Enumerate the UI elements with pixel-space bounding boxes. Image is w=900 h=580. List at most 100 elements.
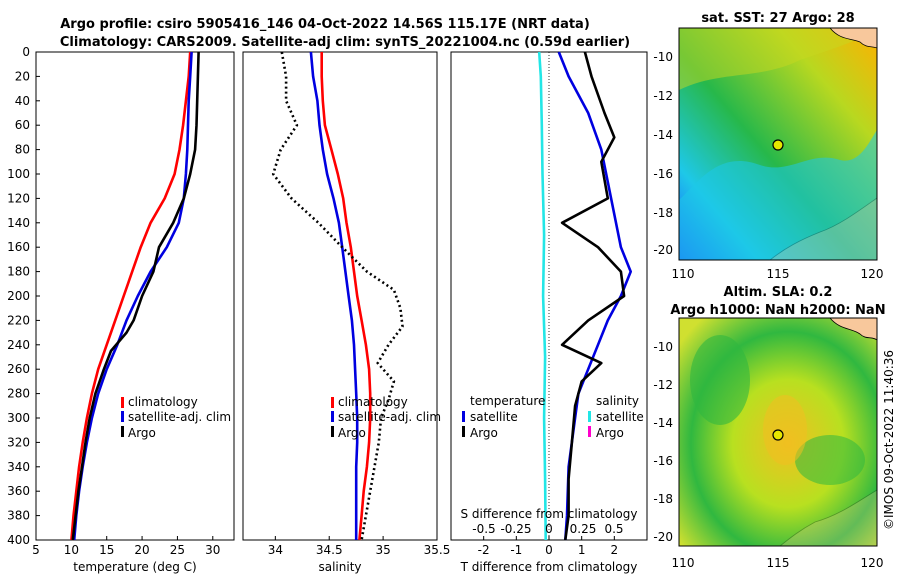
sst-warm-patch xyxy=(679,28,877,90)
depth-tick-label: 80 xyxy=(15,143,30,157)
lon-tick-label: 115 xyxy=(767,556,790,570)
legend-title-salinity: salinity xyxy=(596,394,639,408)
lon-tick-label: 115 xyxy=(767,267,790,281)
x-tick-label: 34.5 xyxy=(316,543,343,557)
depth-tick-label: 120 xyxy=(7,191,30,205)
series-line-s-satellite xyxy=(537,51,547,541)
legend-label-s-satellite: satellite xyxy=(596,410,644,424)
x-tick-label: 2 xyxy=(611,543,619,557)
s-tick-label: 0.25 xyxy=(570,522,597,536)
legend-swatch-satellite xyxy=(331,411,334,422)
legend-swatch-argo xyxy=(331,426,334,437)
lat-tick-label: -20 xyxy=(653,530,673,544)
depth-tick-label: 20 xyxy=(15,69,30,83)
depth-tick-label: 0 xyxy=(22,45,30,59)
sst-land xyxy=(829,27,878,49)
series-line-argo xyxy=(271,51,404,541)
legend-swatch-argo xyxy=(121,426,124,437)
title-line2: Climatology: CARS2009. Satellite-adj cli… xyxy=(60,35,630,50)
sst-xticks: 110 115 120 xyxy=(672,267,884,281)
depth-tick-label: 180 xyxy=(7,265,30,279)
legend-label-argo: Argo xyxy=(338,426,366,440)
x-tick-label: 0 xyxy=(545,543,553,557)
depth-tick-label: 40 xyxy=(15,94,30,108)
sla-yticks: -10 -12 -14 -16 -18 -20 xyxy=(653,340,673,544)
legend-label-s-argo: Argo xyxy=(596,426,624,440)
sst-map-panel: sat. SST: 27 Argo: 28 -10 -12 -14 -16 -1… xyxy=(653,11,883,281)
depth-tick-label: 300 xyxy=(7,411,30,425)
x-tick-label: 25 xyxy=(170,543,185,557)
salinity-axes-frame xyxy=(242,51,438,541)
legend-swatch-s-satellite xyxy=(588,411,591,422)
depth-tick-label: 160 xyxy=(7,240,30,254)
depth-tick-label: 60 xyxy=(15,118,30,132)
sla-map-frame xyxy=(678,317,878,547)
x-tick-label: 1 xyxy=(578,543,586,557)
sst-map-title: sat. SST: 27 Argo: 28 xyxy=(701,11,854,26)
legend-swatch-s-argo xyxy=(588,426,591,437)
sst-coastline xyxy=(768,197,878,261)
difference-secondary-ticks: -0.5 -0.25 0 0.25 0.5 xyxy=(472,522,623,536)
x-tick-label: 10 xyxy=(64,543,79,557)
x-tick-label: -2 xyxy=(478,543,490,557)
sla-high-patch xyxy=(763,395,807,465)
difference-panel: -2 -1 0 1 2 T difference from climatology S … xyxy=(450,51,648,574)
sst-argo-marker xyxy=(772,139,784,151)
legend-label-t-satellite: satellite xyxy=(470,410,518,424)
sla-land xyxy=(829,317,878,341)
depth-axis: 0 20 40 60 80 100 120 140 160 180 200 220 240 260 280 3… xyxy=(7,45,40,547)
series-line-climatology xyxy=(70,51,192,541)
depth-tick-label: 220 xyxy=(7,313,30,327)
s-tick-label: 0 xyxy=(545,522,553,536)
sst-map-frame xyxy=(678,27,878,261)
x-tick-label: 35.5 xyxy=(424,543,451,557)
sla-map-panel: Altim. SLA: 0.2 Argo h1000: NaN h2000: N… xyxy=(653,285,885,570)
series-line-t-argo xyxy=(560,51,626,541)
depth-tick-label: 360 xyxy=(7,484,30,498)
x-tick-label: 35 xyxy=(375,543,390,557)
title-line1: Argo profile: csiro 5905416_146 04-Oct-2… xyxy=(60,17,590,32)
legend-label-climatology: climatology xyxy=(338,395,408,409)
depth-tick-label: 280 xyxy=(7,387,30,401)
x-tick-label: 15 xyxy=(99,543,114,557)
sla-argo-marker xyxy=(772,429,784,441)
s-tick-label: -0.5 xyxy=(472,522,495,536)
s-tick-label: 0.5 xyxy=(604,522,623,536)
x-tick-label: -1 xyxy=(510,543,522,557)
lat-tick-label: -14 xyxy=(653,416,673,430)
depth-tick-label: 100 xyxy=(7,167,30,181)
lat-tick-label: -10 xyxy=(653,340,673,354)
depth-tick-label: 140 xyxy=(7,216,30,230)
legend-label-satellite: satellite-adj. clim xyxy=(338,410,441,424)
legend-swatch-t-argo xyxy=(462,426,465,437)
lon-tick-label: 110 xyxy=(672,556,695,570)
difference-xlabel: T difference from climatology xyxy=(460,560,638,574)
salinity-panel: 34 34.5 35 35.5 salinity climatology satell… xyxy=(242,51,451,574)
lat-tick-label: -16 xyxy=(653,454,673,468)
legend-swatch-satellite xyxy=(121,411,124,422)
s-tick-label: -0.25 xyxy=(500,522,531,536)
depth-tick-label: 200 xyxy=(7,289,30,303)
series-line-climatology xyxy=(320,52,372,541)
depth-tick-label: 240 xyxy=(7,338,30,352)
lon-tick-label: 110 xyxy=(672,267,695,281)
x-tick-label: 20 xyxy=(134,543,149,557)
x-tick-label: 5 xyxy=(32,543,40,557)
lon-tick-label: 120 xyxy=(861,267,884,281)
sst-cool-patch xyxy=(679,130,877,260)
depth-tick-label: 400 xyxy=(7,533,30,547)
difference-secondary-xlabel: S difference from climatology xyxy=(461,507,638,521)
x-tick-label: 30 xyxy=(205,543,220,557)
sla-low-patch xyxy=(795,435,865,485)
temperature-legend: climatology satellite-adj. clim Argo xyxy=(121,395,231,440)
lat-tick-label: -16 xyxy=(653,167,673,181)
sla-coastline xyxy=(778,489,878,547)
lon-tick-label: 120 xyxy=(861,556,884,570)
lat-tick-label: -12 xyxy=(653,89,673,103)
depth-tick-label: 320 xyxy=(7,435,30,449)
depth-tick-label: 380 xyxy=(7,509,30,523)
lat-tick-label: -12 xyxy=(653,378,673,392)
x-tick-label: 34 xyxy=(268,543,283,557)
lat-tick-label: -18 xyxy=(653,492,673,506)
